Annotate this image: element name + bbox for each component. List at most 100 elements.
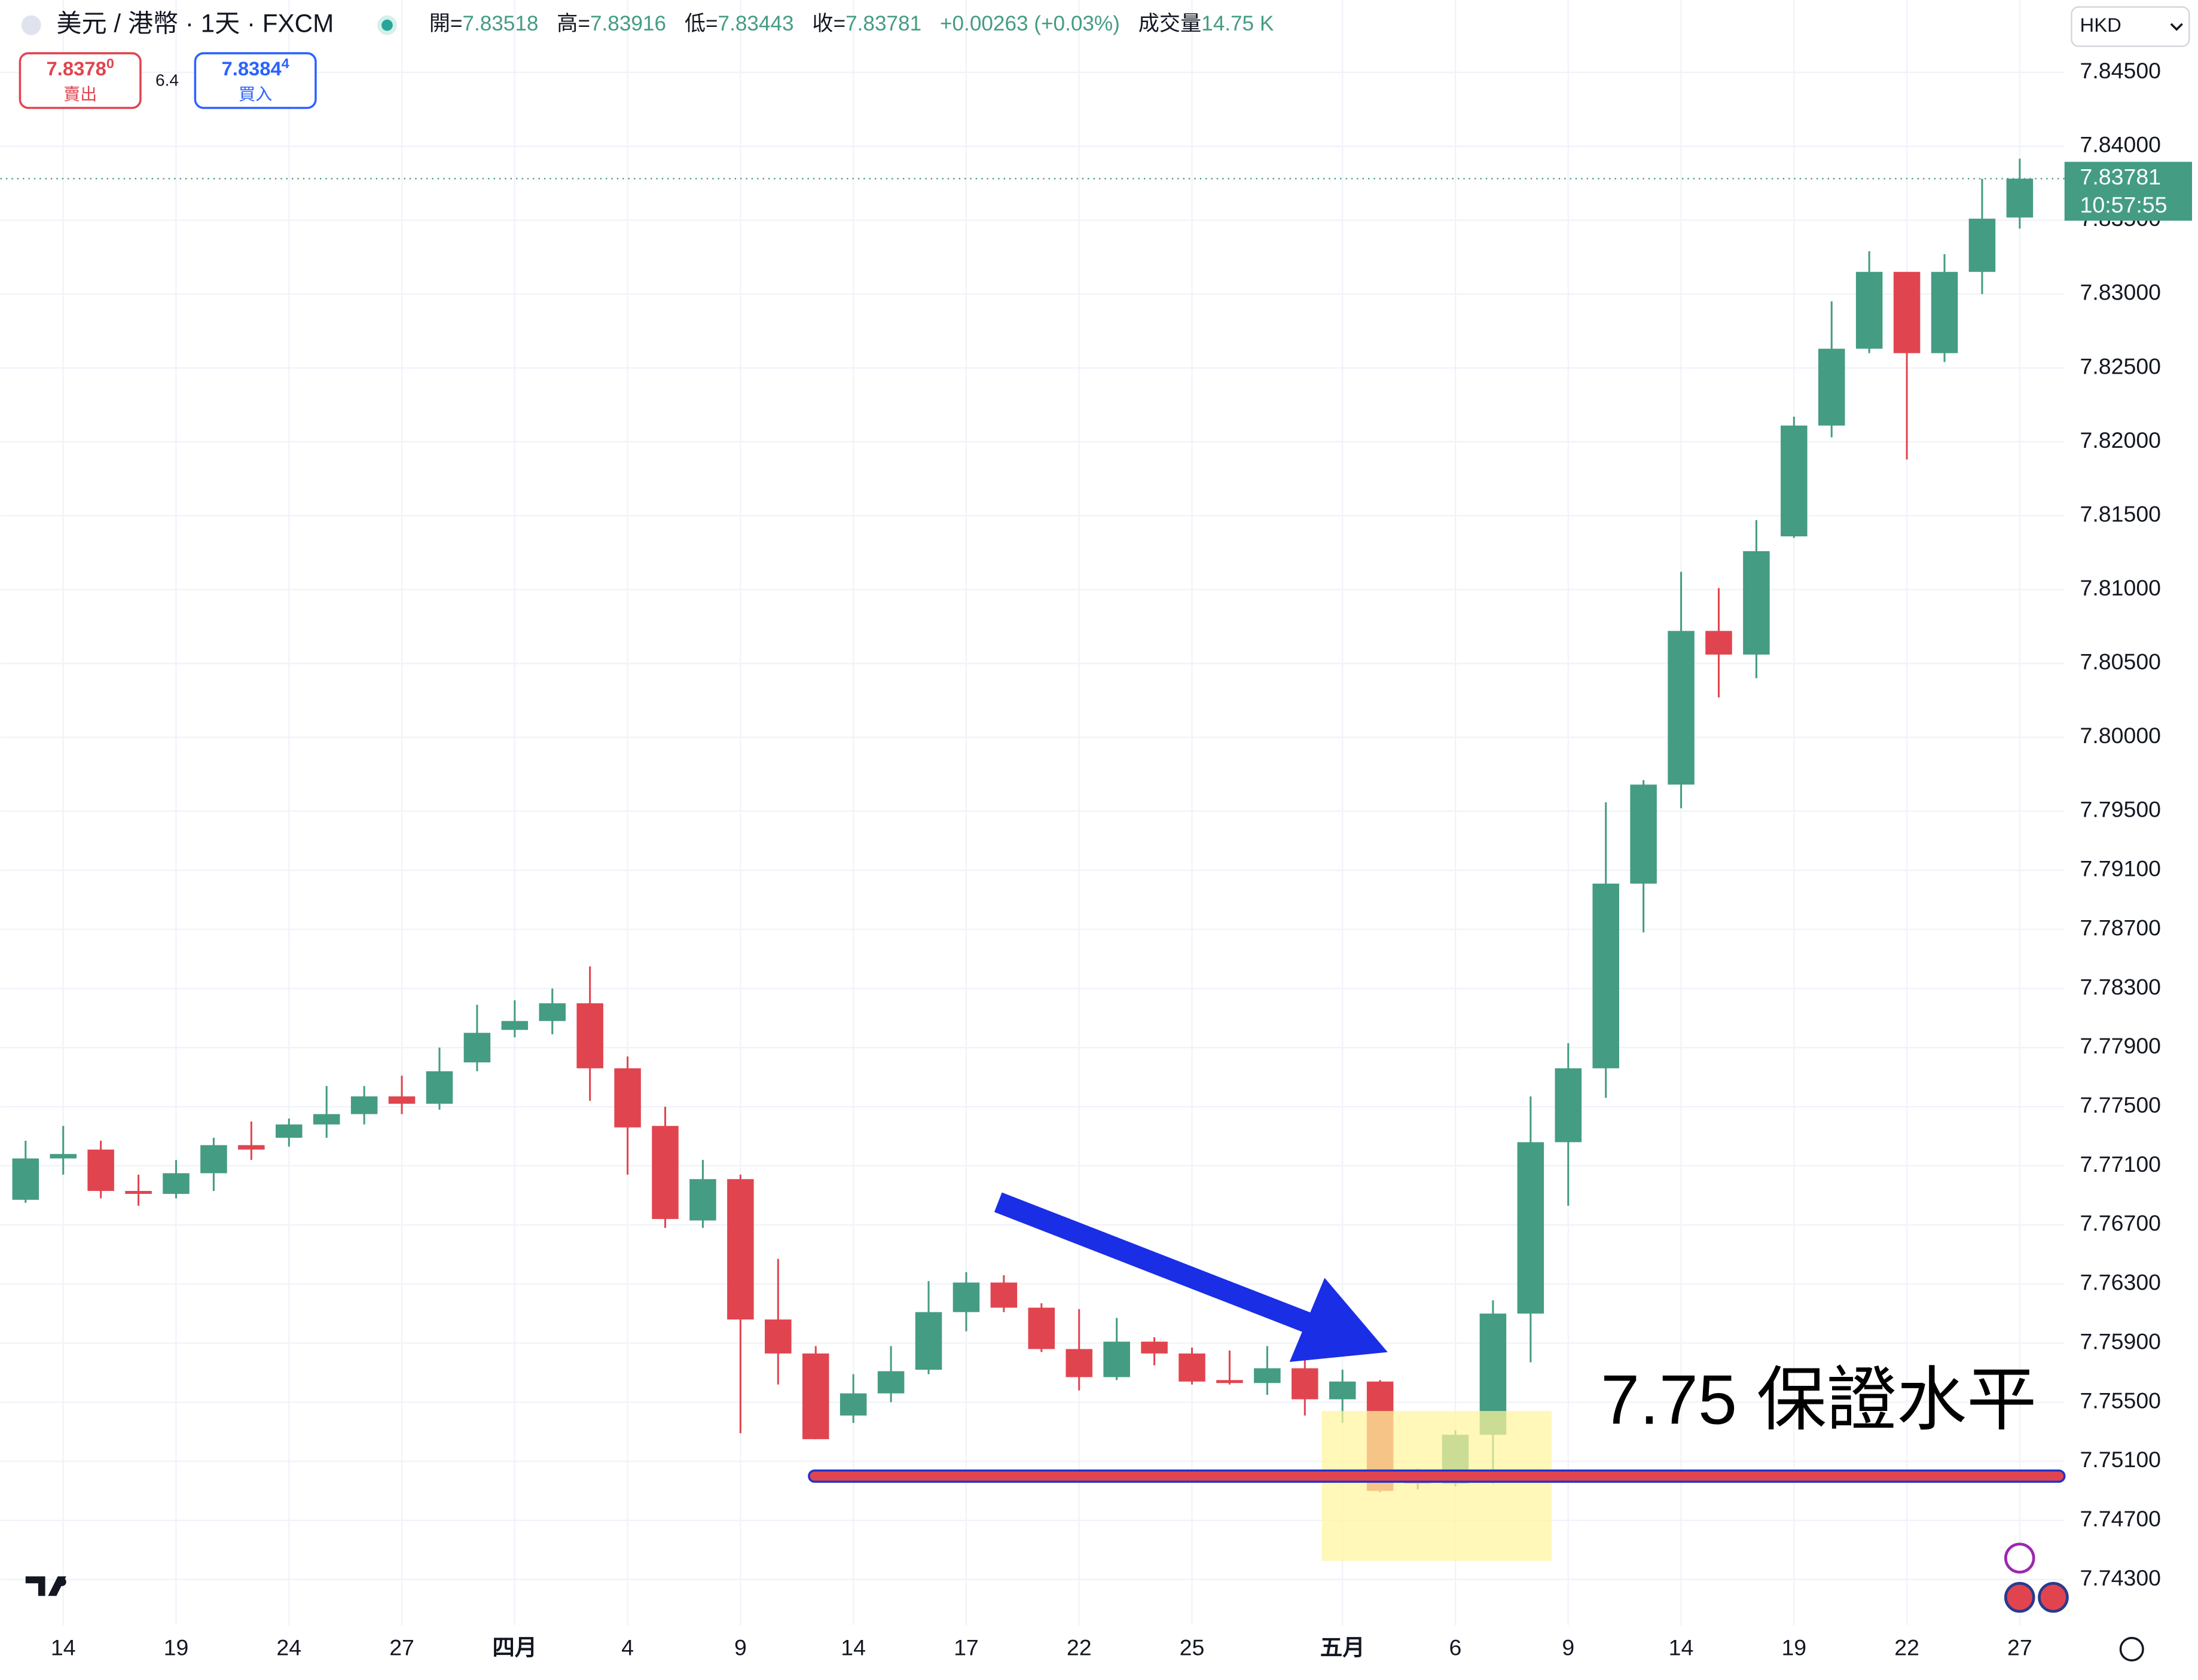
logo (25, 1576, 66, 1596)
candle-body (1141, 1342, 1168, 1354)
y-tick-label: 7.79500 (2080, 797, 2162, 822)
y-tick-label: 7.79100 (2080, 856, 2162, 881)
spread: 6.4 (155, 71, 179, 89)
y-tick-label: 7.80500 (2080, 649, 2162, 674)
header: 美元 / 港幣 · 1天 · FXCM 開=7.83518 高=7.83916 … (19, 6, 2190, 109)
x-tick-label: 14 (51, 1635, 76, 1660)
x-tick-label: 22 (1067, 1635, 1092, 1660)
ohlc-label: 低= (685, 12, 718, 35)
candle-body (50, 1154, 77, 1159)
footer-icons (25, 1542, 2144, 1661)
currency-select[interactable] (2071, 6, 2190, 47)
flag-event[interactable] (2004, 1581, 2035, 1613)
x-tick-label: 22 (1894, 1635, 1919, 1660)
candle-body (1818, 349, 1845, 426)
candle-body (1254, 1368, 1281, 1383)
candle-body (200, 1145, 227, 1174)
candle-body (727, 1179, 754, 1320)
y-tick-label: 7.81000 (2080, 575, 2162, 600)
y-tick-label: 7.76700 (2080, 1211, 2162, 1236)
ohlc-value: 7.83916 (590, 12, 666, 35)
arrow-shaft (994, 1192, 1319, 1336)
candle-body (1517, 1142, 1544, 1314)
sell-price[interactable]: 7.83780 (47, 56, 114, 80)
candle-body (388, 1096, 416, 1104)
buy-price-main: 7.8384 (221, 57, 282, 80)
y-tick-label: 7.82000 (2080, 427, 2162, 453)
candle-body (463, 1033, 491, 1062)
y-tick-label: 7.80000 (2080, 723, 2162, 748)
candle-body (1555, 1068, 1582, 1143)
y-tick-label: 7.75100 (2080, 1447, 2162, 1472)
candle-body (1855, 271, 1883, 349)
ohlc-value: 7.83781 (845, 12, 921, 35)
y-tick-label: 7.75500 (2080, 1388, 2162, 1413)
y-tick-label: 7.77500 (2080, 1092, 2162, 1117)
candle-body (1216, 1380, 1243, 1383)
currency[interactable]: HKD (2080, 14, 2121, 36)
price-label-box (2064, 161, 2193, 221)
y-tick-label: 7.75900 (2080, 1328, 2162, 1354)
x-tick-label: 4 (621, 1635, 634, 1660)
candle-body (163, 1173, 190, 1194)
candle-body (1893, 271, 1921, 353)
candle-body (689, 1179, 716, 1221)
y-tick-label: 7.74300 (2080, 1565, 2162, 1590)
candle-body (501, 1021, 529, 1030)
countdown: 10:57:55 (2080, 193, 2168, 218)
candle-body (350, 1096, 378, 1114)
arrow-head (1289, 1278, 1388, 1362)
ohlc-label: 高= (557, 12, 590, 35)
buy-price-pip: 4 (282, 56, 289, 71)
candle-body (1630, 784, 1657, 884)
candle-body (1179, 1353, 1205, 1382)
x-tick-label: 四月 (492, 1635, 537, 1660)
y-tick-label: 7.77100 (2080, 1151, 2162, 1177)
x-tick-label: 19 (1781, 1635, 1806, 1660)
ohlc-value: 7.83443 (718, 12, 794, 35)
candle-body (1292, 1368, 1318, 1400)
level-line (808, 1469, 2066, 1483)
candle-body (953, 1282, 980, 1312)
candle-body (313, 1114, 340, 1125)
candle-body (426, 1071, 453, 1104)
buy-button[interactable] (194, 52, 317, 109)
candle-body (614, 1068, 641, 1128)
highlight-box (1321, 1411, 1552, 1561)
y-tick-label: 7.83000 (2080, 280, 2162, 305)
candle-body (238, 1145, 265, 1150)
y-tick-label: 7.82500 (2080, 353, 2162, 378)
flag-event[interactable] (2038, 1581, 2069, 1613)
change: +0.00263 (+0.03%) (940, 12, 1120, 35)
candle-body (276, 1124, 303, 1138)
candle-body (990, 1282, 1018, 1308)
candle-body (1066, 1349, 1092, 1377)
sell-price-pip: 0 (106, 56, 114, 71)
candle-body (87, 1149, 114, 1191)
x-tick-label: 19 (164, 1635, 189, 1660)
status-dot (381, 19, 393, 31)
x-tick-label: 14 (841, 1635, 866, 1660)
sell-label[interactable]: 賣出 (63, 85, 97, 103)
candle-body (765, 1319, 792, 1354)
x-tick-label: 6 (1449, 1635, 1462, 1660)
drawings: 7.75 保證水平 (808, 1192, 2066, 1561)
candle-body (1103, 1342, 1130, 1377)
buy-label: 買入 (239, 85, 272, 103)
candle-body (1329, 1381, 1356, 1400)
y-tick-label: 7.81500 (2080, 501, 2162, 526)
candle-body (1781, 425, 1808, 537)
x-tick-label: 24 (276, 1635, 301, 1660)
candle-body (125, 1190, 152, 1194)
x-tick-label: 14 (1669, 1635, 1694, 1660)
x-tick-label: 27 (2007, 1635, 2032, 1660)
volume-label: 成交量 (1138, 12, 1201, 35)
sell-button[interactable] (19, 52, 142, 109)
logo-dot (57, 1577, 66, 1586)
candle-body (877, 1371, 905, 1394)
event-icon[interactable] (2004, 1542, 2035, 1574)
buy-price[interactable]: 7.83844 (221, 56, 289, 80)
settings-icon[interactable] (2119, 1636, 2144, 1661)
